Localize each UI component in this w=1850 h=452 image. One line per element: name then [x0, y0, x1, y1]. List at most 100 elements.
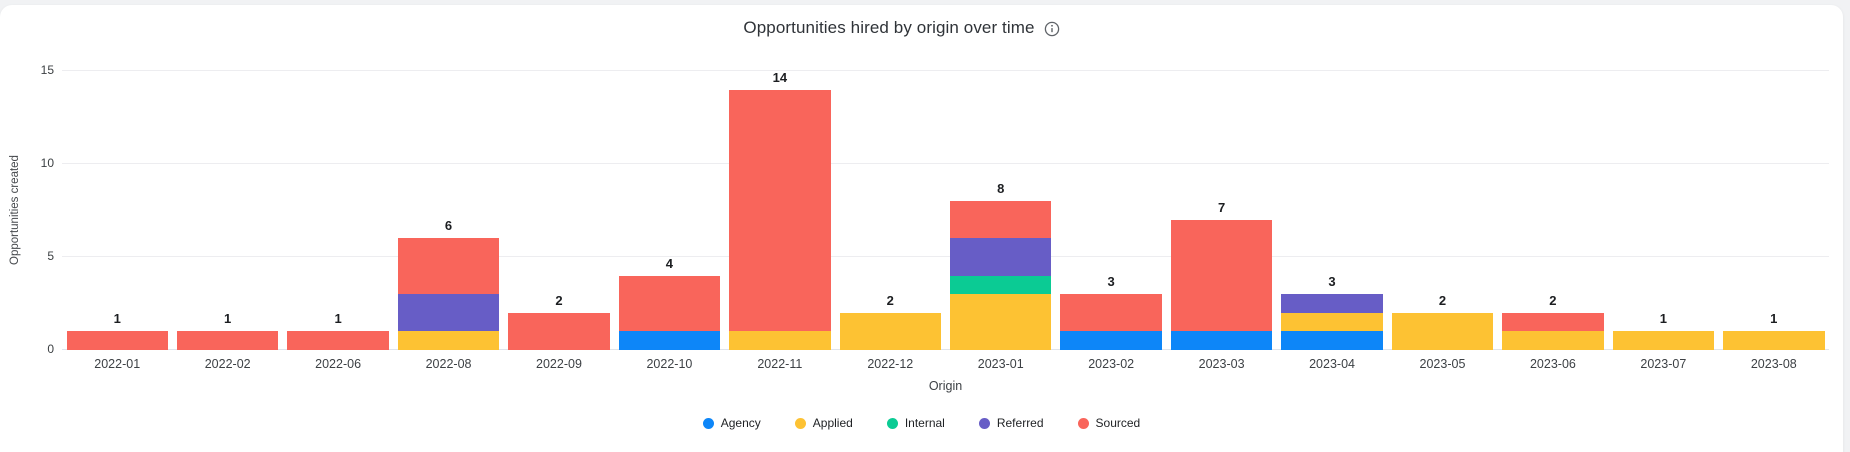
bar-segment-sourced[interactable]: [618, 275, 721, 332]
bar-segment-applied[interactable]: [1502, 331, 1604, 350]
legend-label: Referred: [996, 416, 1044, 430]
x-tick-label-2023-06: 2023-06: [1529, 357, 1576, 371]
y-axis-title: Opportunities created: [9, 155, 21, 266]
x-tick-label-2023-07: 2023-07: [1640, 357, 1687, 371]
chart-header: Opportunities hired by origin over time: [0, 18, 1803, 38]
bar-segment-sourced[interactable]: [1170, 219, 1273, 332]
stacked-bar-2022-10[interactable]: [618, 275, 721, 350]
bar-segment-applied[interactable]: [729, 331, 831, 350]
stacked-bar-2023-08[interactable]: [1723, 331, 1825, 350]
stacked-bar-2023-03[interactable]: [1170, 219, 1273, 350]
bar-total-label: 2: [886, 292, 894, 308]
bar-segment-applied[interactable]: [950, 294, 1052, 350]
chart-title: Opportunities hired by origin over time: [743, 18, 1035, 37]
bar-column-2023-07: 1: [1608, 71, 1718, 350]
bar-total-label: 1: [1659, 311, 1667, 327]
y-tick-label: 0: [47, 342, 54, 356]
bar-segment-sourced[interactable]: [176, 331, 279, 350]
legend-dot-internal: [886, 417, 898, 429]
bar-segment-sourced[interactable]: [397, 238, 500, 295]
bar-column-2022-01: 1: [62, 71, 172, 350]
stacked-bar-2022-12[interactable]: [839, 312, 941, 350]
bar-segment-agency[interactable]: [1170, 331, 1273, 350]
bar-total-label: 6: [444, 218, 453, 234]
bar-column-2022-02: 1: [172, 71, 282, 350]
stacked-bar-2023-05[interactable]: [1391, 312, 1494, 350]
bar-segment-referred[interactable]: [397, 294, 500, 332]
stacked-bar-2023-06[interactable]: [1502, 312, 1604, 350]
bar-column-2023-01: 8: [946, 71, 1056, 350]
bar-segment-referred[interactable]: [1281, 294, 1383, 313]
bar-total-label: 2: [1438, 292, 1447, 308]
bar-column-2023-08: 1: [1719, 71, 1829, 350]
bar-segment-applied[interactable]: [397, 331, 500, 350]
bar-segment-agency[interactable]: [1281, 331, 1383, 350]
bar-segment-agency[interactable]: [618, 331, 721, 350]
bar-segment-sourced[interactable]: [508, 312, 610, 350]
bar-segment-sourced[interactable]: [287, 331, 389, 350]
legend-label: Internal: [904, 416, 945, 430]
bar-column-2022-06: 1: [283, 71, 393, 350]
bar-segment-applied[interactable]: [1281, 312, 1383, 332]
stacked-bar-2023-07[interactable]: [1612, 331, 1715, 350]
legend-item-internal[interactable]: Internal: [886, 416, 945, 430]
bar-segment-sourced[interactable]: [1060, 294, 1162, 332]
gridline-15: 15: [41, 63, 1829, 77]
x-tick-label-2022-12: 2022-12: [867, 357, 914, 371]
bar-segment-referred[interactable]: [950, 238, 1052, 276]
stacked-bar-2022-08[interactable]: [397, 238, 500, 350]
x-tick-label-2022-10: 2022-10: [646, 357, 693, 371]
x-tick-label-2022-01: 2022-01: [94, 357, 141, 371]
bar-segment-agency[interactable]: [1060, 331, 1162, 350]
x-tick-label-2022-08: 2022-08: [425, 357, 472, 371]
bar-total-label: 7: [1217, 199, 1226, 215]
bar-segment-sourced[interactable]: [66, 331, 168, 350]
stacked-bar-2022-11[interactable]: [729, 89, 831, 350]
bar-segment-applied[interactable]: [1612, 331, 1715, 350]
bar-column-2023-03: 7: [1166, 71, 1276, 350]
x-tick-label-2022-06: 2022-06: [315, 357, 362, 371]
gridline-10: 10: [41, 156, 1829, 170]
bar-total-label: 8: [997, 181, 1005, 197]
legend-item-sourced[interactable]: Sourced: [1077, 416, 1140, 430]
bar-segment-applied[interactable]: [1723, 331, 1825, 350]
bar-segment-internal[interactable]: [950, 275, 1052, 295]
bar-segment-applied[interactable]: [1391, 312, 1494, 350]
bar-column-2023-04: 3: [1277, 71, 1387, 350]
legend-dot-referred: [978, 417, 990, 429]
bar-column-2022-12: 2: [835, 71, 945, 350]
stacked-bar-2023-01[interactable]: [950, 201, 1052, 350]
bar-column-2022-09: 2: [504, 71, 614, 350]
legend-label: Applied: [812, 416, 853, 430]
legend-item-applied[interactable]: Applied: [794, 416, 853, 430]
bar-segment-applied[interactable]: [839, 312, 941, 350]
stacked-bar-2022-01[interactable]: [66, 331, 168, 350]
x-axis-title: Origin: [928, 379, 963, 393]
bar-segment-sourced[interactable]: [729, 89, 831, 332]
stacked-bar-2022-02[interactable]: [176, 331, 279, 350]
gridline-5: 5: [47, 249, 1829, 263]
bar-total-label: 2: [555, 292, 563, 308]
y-tick-label: 5: [47, 249, 54, 263]
bar-segment-sourced[interactable]: [950, 201, 1052, 239]
info-icon[interactable]: [1044, 21, 1060, 37]
y-tick-label: 10: [40, 156, 54, 170]
stacked-bar-2022-09[interactable]: [508, 312, 610, 350]
stacked-bar-2023-02[interactable]: [1060, 294, 1162, 350]
legend-dot-sourced: [1077, 417, 1089, 429]
legend-dot-applied: [794, 417, 806, 429]
bar-segment-sourced[interactable]: [1502, 312, 1604, 332]
legend-label: Agency: [720, 416, 761, 430]
gridline-0: 0: [47, 342, 1829, 356]
bar-column-2023-05: 2: [1387, 71, 1497, 350]
bar-total-label: 1: [224, 311, 232, 327]
x-tick-label-2022-09: 2022-09: [536, 357, 582, 371]
x-tick-label-2023-05: 2023-05: [1419, 357, 1466, 371]
stacked-bar-2022-06[interactable]: [287, 331, 389, 350]
legend-item-referred[interactable]: Referred: [978, 416, 1044, 430]
bar-column-2022-10: 4: [614, 71, 724, 350]
bar-total-label: 2: [1549, 292, 1557, 308]
stacked-bar-2023-04[interactable]: [1281, 294, 1383, 350]
y-tick-label: 15: [40, 63, 54, 77]
legend-item-agency[interactable]: Agency: [702, 416, 761, 430]
